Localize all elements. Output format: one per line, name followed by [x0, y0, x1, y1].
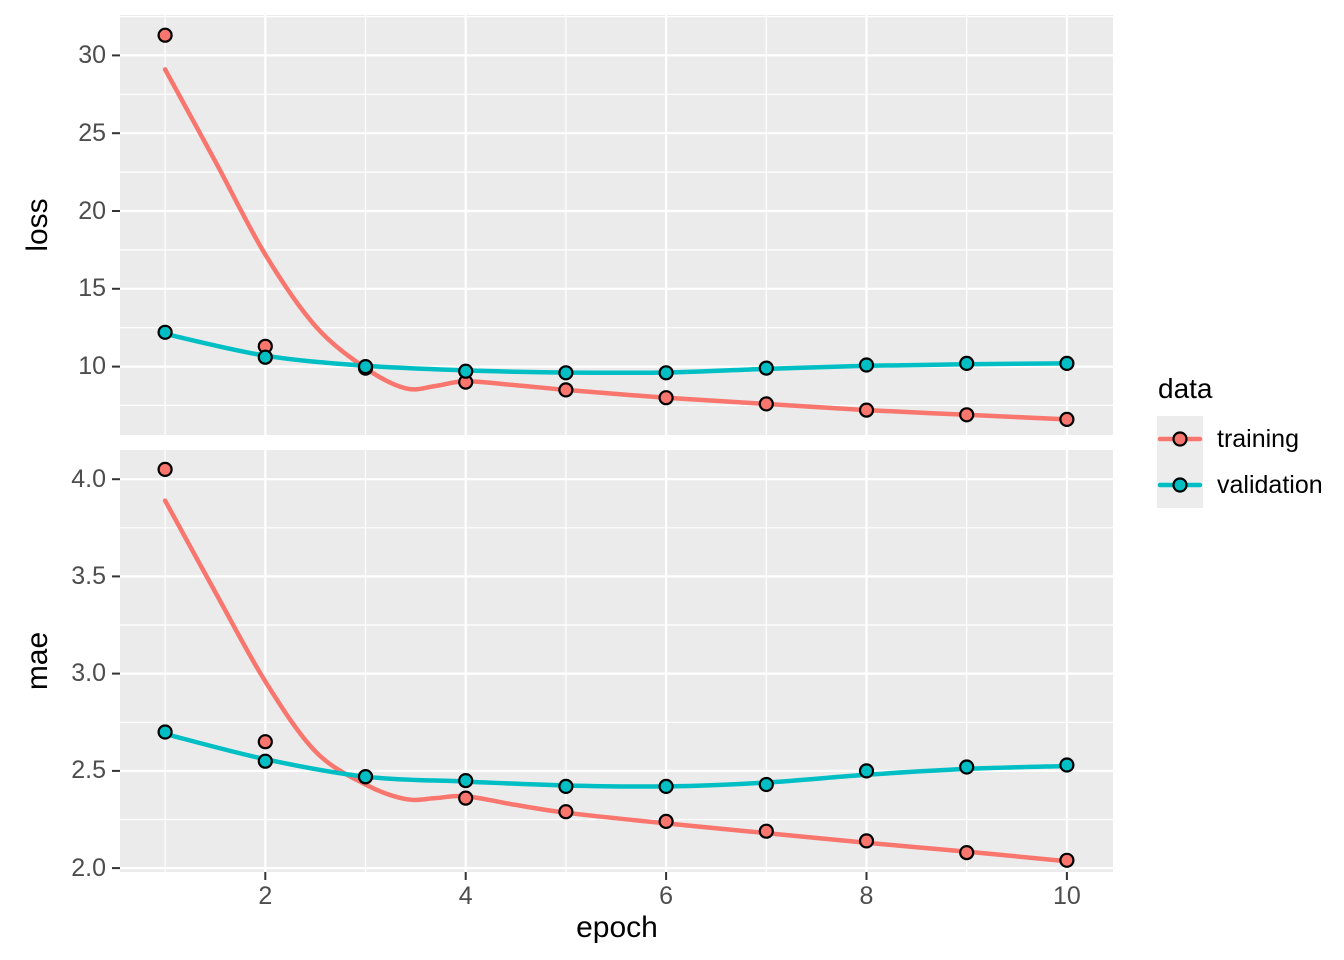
y-tick-label: 3.0 — [71, 659, 106, 688]
training-point — [858, 402, 875, 418]
training-point — [758, 396, 774, 412]
y-tick-label: 10 — [78, 352, 106, 381]
validation-point — [357, 359, 374, 375]
validation-point — [658, 365, 674, 381]
validation-point — [1059, 757, 1075, 773]
legend-item-validation: validation — [1157, 462, 1323, 508]
y-tick-label: 25 — [78, 118, 106, 147]
x-tick-label: 2 — [258, 882, 273, 910]
validation-point — [658, 778, 674, 795]
x-axis-title: epoch — [576, 911, 658, 944]
validation-point — [858, 763, 875, 779]
grid-major — [120, 450, 1113, 872]
legend: data training validation — [1157, 374, 1323, 508]
training-point — [458, 790, 474, 806]
validation-point — [959, 355, 975, 371]
y-tick-label: 4.0 — [71, 464, 106, 493]
training-point — [157, 27, 173, 43]
validation-point — [1059, 355, 1075, 371]
training-point — [658, 390, 674, 406]
legend-item-training: training — [1157, 416, 1323, 462]
grid-minor — [120, 15, 1113, 435]
training-point — [758, 823, 774, 839]
y-tick-label: 2.5 — [71, 756, 106, 785]
panel-background — [120, 450, 1113, 872]
validation-point — [458, 363, 474, 379]
panel-loss — [120, 15, 1113, 435]
grid-minor — [120, 450, 1113, 872]
x-tick-label: 10 — [1053, 882, 1081, 910]
x-tick-label: 8 — [859, 882, 874, 910]
y-tick-label: 20 — [78, 196, 106, 225]
y-tick-label: 3.5 — [71, 561, 106, 590]
legend-label-training: training — [1217, 425, 1299, 453]
y-tick-label: 15 — [78, 274, 106, 303]
validation-smooth-line — [162, 731, 1070, 789]
training-key-glyph-icon — [1157, 431, 1203, 447]
validation-point — [758, 776, 774, 793]
panel-mae — [120, 450, 1113, 872]
validation-point — [858, 357, 875, 373]
validation-point — [357, 769, 374, 785]
validation-key-glyph-icon — [1157, 477, 1203, 493]
training-point — [1059, 852, 1075, 868]
validation-point — [558, 365, 574, 381]
validation-point — [157, 724, 173, 740]
training-point — [959, 407, 975, 423]
training-point — [558, 382, 574, 398]
training-points — [157, 27, 1075, 427]
x-tick-label: 6 — [659, 882, 674, 910]
legend-key-training-glyph-icon — [1157, 416, 1203, 462]
training-point — [858, 833, 875, 849]
validation-smooth-line — [162, 331, 1070, 376]
validation-point — [257, 349, 273, 365]
training-point — [157, 461, 173, 477]
legend-label-validation: validation — [1217, 471, 1323, 499]
training-point — [959, 844, 975, 861]
validation-point — [157, 324, 173, 340]
validation-point — [458, 772, 474, 789]
x-tick-label: 4 — [458, 882, 473, 910]
validation-points — [157, 724, 1075, 795]
training-point — [558, 804, 574, 820]
training-point — [658, 813, 674, 830]
validation-points — [157, 324, 1075, 381]
validation-point — [257, 753, 273, 769]
training-point — [257, 734, 273, 750]
validation-point — [558, 778, 574, 795]
y-tick-label: 30 — [78, 40, 106, 69]
training-point — [1059, 411, 1075, 427]
legend-title: data — [1158, 373, 1213, 404]
legend-key-validation-glyph-icon — [1157, 462, 1203, 508]
y-tick-label: 2.0 — [71, 853, 106, 882]
validation-point — [959, 759, 975, 775]
validation-point — [758, 360, 774, 376]
